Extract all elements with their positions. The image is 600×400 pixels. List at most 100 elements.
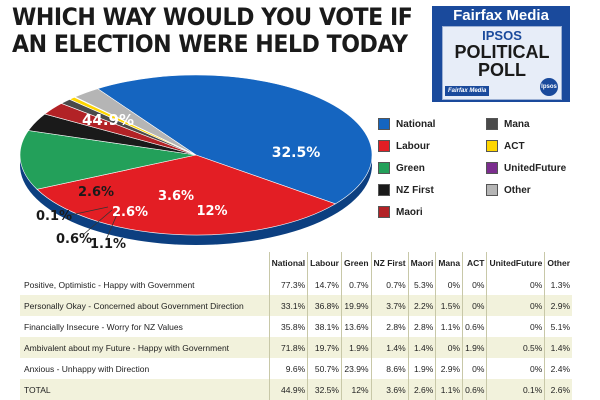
cell-act: 0%	[462, 295, 487, 316]
chart-title: WHICH WAY WOULD YOU VOTE IF AN ELECTION …	[12, 3, 413, 58]
slice-label-maori: 2.6%	[112, 205, 148, 220]
slice-label-mana: 1.1%	[90, 237, 126, 252]
cell-unitedfuture: 0%	[486, 358, 545, 379]
mini-fairfax-logo: Fairfax Media	[445, 86, 490, 96]
row-label: Anxious - Unhappy with Direction	[24, 363, 150, 374]
cell-act: 0%	[462, 274, 487, 295]
cell-other: 2.4%	[544, 358, 572, 379]
slice-label-unitedfuture: 0.1%	[36, 209, 72, 224]
column-header-labour: Labour	[307, 252, 342, 274]
table-header-row: National Labour Green NZ First Maori Mana ACT U…	[20, 252, 572, 274]
cell-nz-first: 2.8%	[370, 316, 409, 337]
cell-other: 2.6%	[544, 379, 572, 400]
cell-maori: 1.9%	[407, 358, 436, 379]
table-row: Positive, Optimistic - Happy with Govern…	[20, 274, 572, 295]
fairfax-ipsos-political-poll-logo: Fairfax Media IPSOS POLITICAL POLL Fairf…	[432, 6, 570, 102]
cell-national: 33.1%	[268, 295, 308, 316]
cell-labour: 38.1%	[307, 316, 342, 337]
legend-item-mana: Mana	[486, 118, 530, 130]
cell-green: 12%	[340, 379, 372, 400]
legend-swatch-maori	[378, 206, 390, 218]
legend-item-labour: Labour	[378, 140, 430, 152]
logo-panel: IPSOS POLITICAL POLL Fairfax Media Ipsos	[442, 26, 562, 100]
slice-label-nz-first: 3.6%	[158, 189, 194, 204]
header-blank-cell	[20, 252, 269, 274]
cell-nz-first: 3.7%	[370, 295, 409, 316]
cell-unitedfuture: 0%	[486, 316, 545, 337]
cell-labour: 19.7%	[307, 337, 342, 358]
legend-item-other: Other	[486, 184, 531, 196]
logo-ipsos-text: IPSOS	[482, 28, 522, 43]
cell-act: 0.6%	[462, 379, 487, 400]
cell-other: 2.9%	[544, 295, 572, 316]
cell-national: 44.9%	[268, 379, 308, 400]
table-row: Financially Insecure - Worry for NZ Valu…	[20, 316, 572, 337]
cell-maori: 5.3%	[407, 274, 436, 295]
slice-label-green: 12%	[196, 204, 227, 219]
legend-label-nz-first: NZ First	[396, 184, 434, 196]
cell-green: 23.9%	[340, 358, 372, 379]
legend-label-labour: Labour	[396, 140, 430, 152]
cell-other: 1.3%	[544, 274, 572, 295]
cell-other: 5.1%	[544, 316, 572, 337]
logo-poll-text: POLL	[478, 60, 526, 80]
cell-nz-first: 3.6%	[370, 379, 409, 400]
slice-label-labour: 32.5%	[272, 145, 321, 161]
column-header-nz-first: NZ First	[370, 252, 409, 274]
leader-line-act	[83, 209, 113, 235]
cell-mana: 1.5%	[435, 295, 463, 316]
legend-swatch-act	[486, 140, 498, 152]
cell-green: 1.9%	[340, 337, 372, 358]
legend-label-maori: Maori	[396, 206, 423, 218]
cell-nz-first: 8.6%	[370, 358, 409, 379]
cell-labour: 32.5%	[307, 379, 342, 400]
table-row: TOTAL 44.9% 32.5% 12% 3.6% 2.6% 1.1% 0.6% 0.1% 2.…	[20, 379, 572, 400]
cell-labour: 36.8%	[307, 295, 342, 316]
cell-national: 9.6%	[268, 358, 308, 379]
pie-slice-other	[74, 88, 197, 156]
chart-legend: National Mana Labour ACT Green UnitedFuture NZ…	[378, 118, 588, 228]
row-label: Ambivalent about my Future - Happy with …	[20, 337, 270, 358]
row-label: Personally Okay - Concerned about Govern…	[20, 295, 270, 316]
cell-mana: 0%	[435, 274, 463, 295]
cell-green: 19.9%	[340, 295, 372, 316]
pie-slice-national	[96, 74, 373, 205]
slice-label-national: 44.9%	[82, 111, 134, 129]
vote-breakdown-table: National Labour Green NZ First Maori Mana ACT U…	[20, 252, 572, 400]
title-line-1: WHICH WAY WOULD YOU VOTE IF	[12, 3, 413, 31]
cell-mana: 1.1%	[435, 379, 463, 400]
cell-maori: 2.6%	[407, 379, 436, 400]
cell-maori: 1.4%	[407, 337, 436, 358]
legend-label-mana: Mana	[504, 118, 530, 130]
cell-nz-first: 0.7%	[370, 274, 409, 295]
column-header-unitedfuture: UnitedFuture	[486, 252, 545, 274]
mini-ipsos-logo: Ipsos	[540, 78, 558, 96]
cell-unitedfuture: 0%	[486, 295, 545, 316]
column-header-act: ACT	[462, 252, 487, 274]
row-label: Positive, Optimistic - Happy with Govern…	[24, 279, 195, 290]
table-row: Anxious - Unhappy with Direction 9.6% 50.7…	[20, 358, 572, 379]
leader-line-mana	[105, 211, 119, 241]
column-header-green: Green	[340, 252, 372, 274]
legend-item-unitedfuture: UnitedFuture	[486, 162, 566, 174]
legend-item-act: ACT	[486, 140, 525, 152]
cell-green: 13.6%	[340, 316, 372, 337]
logo-political-text: POLITICAL	[454, 42, 550, 62]
cell-labour: 50.7%	[307, 358, 342, 379]
cell-unitedfuture: 0%	[486, 274, 545, 295]
legend-swatch-national	[378, 118, 390, 130]
cell-unitedfuture: 0.1%	[486, 379, 545, 400]
row-label: TOTAL	[20, 379, 270, 400]
legend-label-act: ACT	[504, 140, 525, 152]
logo-brand: Fairfax Media	[453, 6, 549, 24]
cell-green: 0.7%	[340, 274, 372, 295]
legend-label-national: National	[396, 118, 436, 130]
legend-item-national: National	[378, 118, 435, 130]
cell-maori: 2.8%	[407, 316, 436, 337]
slice-label-act: 0.6%	[56, 232, 92, 247]
table-row: Personally Okay - Concerned about Govern…	[20, 295, 572, 316]
legend-label-green: Green	[396, 162, 425, 174]
legend-swatch-nz-first	[378, 184, 390, 196]
cell-act: 0.6%	[462, 316, 487, 337]
column-header-maori: Maori	[407, 252, 436, 274]
